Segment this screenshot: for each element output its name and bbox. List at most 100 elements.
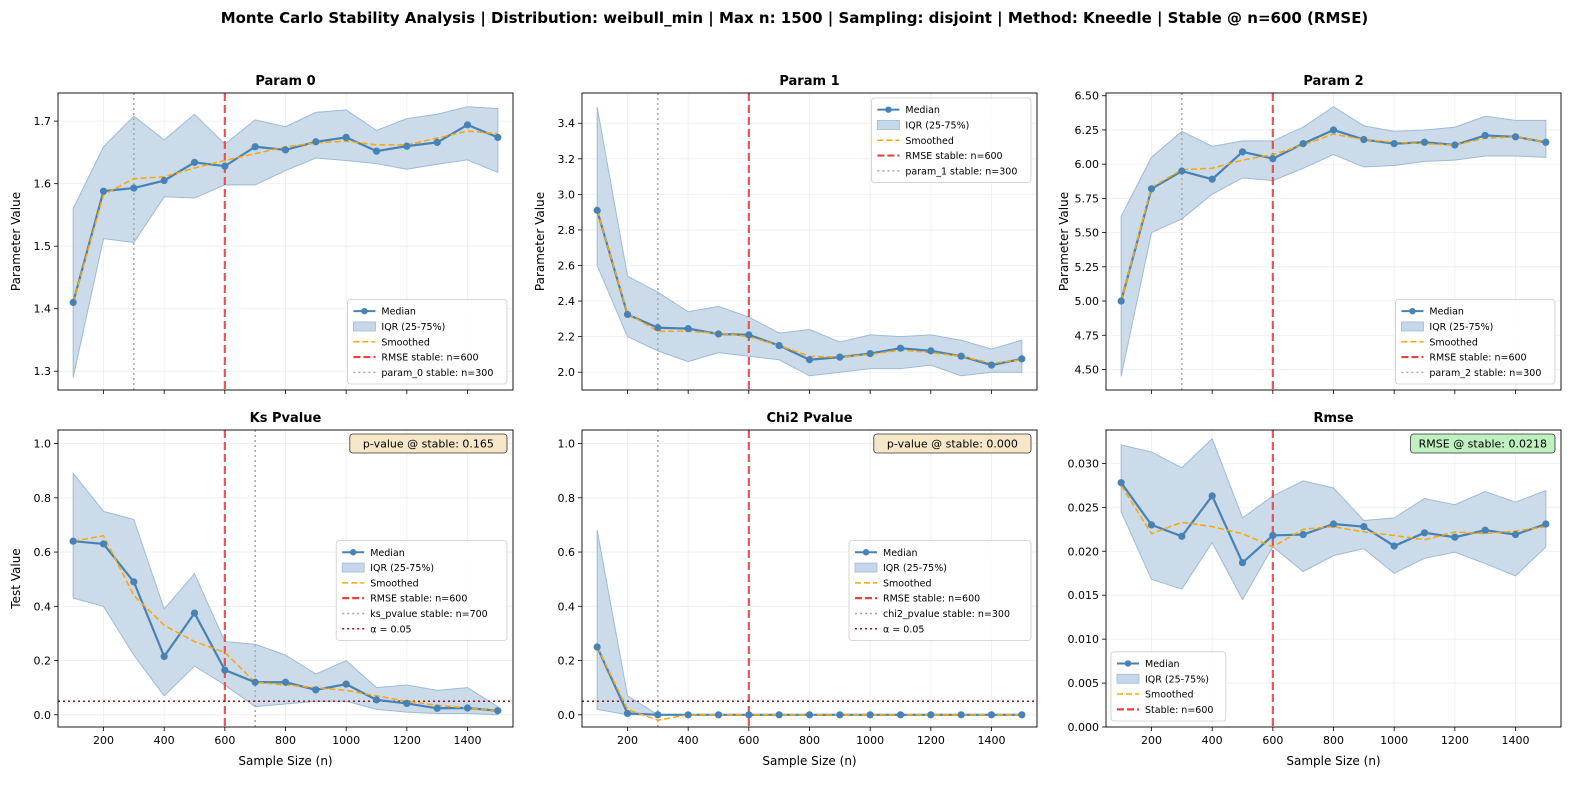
legend-label-median: Median <box>1429 307 1464 318</box>
median-point <box>1238 559 1247 567</box>
legend-label-param-1-stable-n-300: param_1 stable: n=300 <box>905 166 1017 177</box>
median-point <box>372 696 381 704</box>
median-point <box>987 711 996 719</box>
median-point <box>714 711 723 719</box>
y-tick-label: 0.8 <box>558 492 576 505</box>
panel-title: Param 2 <box>1303 74 1363 89</box>
median-point <box>927 711 935 719</box>
median-point <box>1542 520 1550 528</box>
y-axis-label: Parameter Value <box>533 192 547 291</box>
x-tick-label: 800 <box>275 734 296 747</box>
plot-area <box>69 93 502 390</box>
median-point <box>1481 131 1489 140</box>
x-tick-label: 800 <box>799 734 820 747</box>
x-tick-label: 1200 <box>917 734 945 747</box>
median-point <box>745 331 753 339</box>
legend-swatch-iqr <box>877 120 900 130</box>
median-point <box>1269 155 1277 163</box>
y-tick-label: 1.5 <box>34 240 52 253</box>
legend-label-iqr-25-75: IQR (25-75%) <box>883 563 947 574</box>
panel-param-1: 2.0 2.2 2.4 2.6 2.8 3.0 3.2 3.4 Param 1 Parameter… <box>533 74 1038 394</box>
median-point <box>623 709 632 718</box>
median-point <box>342 680 350 688</box>
y-tick-label: 0.0 <box>34 709 52 722</box>
y-tick-label: 1.0 <box>34 438 52 451</box>
plot-area <box>1117 93 1550 390</box>
y-tick-label: 0.025 <box>1068 501 1100 514</box>
median-point <box>1178 532 1186 540</box>
median-point <box>1269 531 1277 540</box>
median-point <box>463 121 472 129</box>
median-point <box>221 162 229 170</box>
legend: Median IQR (25-75%) Smoothed RMSE stable: n… <box>335 540 508 641</box>
median-point <box>1451 141 1459 149</box>
median-point <box>1208 175 1216 183</box>
y-tick-label: 1.0 <box>558 438 576 451</box>
legend-label-0-05: α = 0.05 <box>883 624 924 635</box>
x-tick-label: 200 <box>1141 734 1162 747</box>
annotation-box <box>1410 433 1556 454</box>
legend-box <box>848 540 1032 641</box>
median-point <box>433 138 441 146</box>
panel-param-0: 1.3 1.4 1.5 1.6 1.7 Param 0 Parameter Value Med… <box>9 74 514 394</box>
median-point <box>130 578 138 586</box>
y-tick-label: 6.50 <box>1075 90 1100 103</box>
y-tick-label: 0.020 <box>1068 545 1100 558</box>
median-point <box>312 138 320 146</box>
median-point <box>654 324 662 332</box>
y-tick-label: 0.2 <box>34 655 52 668</box>
x-tick-label: 800 <box>1323 734 1344 747</box>
legend-label-rmse-stable-n-600: RMSE stable: n=600 <box>381 353 478 364</box>
median-point <box>1329 126 1338 134</box>
legend-label-iqr-25-75: IQR (25-75%) <box>905 120 969 131</box>
legend-label-stable-n-600: Stable: n=600 <box>1145 705 1213 716</box>
median-point <box>987 361 996 369</box>
y-tick-label: 4.50 <box>1075 363 1100 376</box>
y-tick-label: 0.4 <box>558 600 576 613</box>
panel-rmse: 200 400 600 800 1000 1200 1400 0.000 0.005 0.010 0… <box>1068 411 1562 768</box>
x-tick-label: 1000 <box>856 734 884 747</box>
median-point <box>372 147 381 155</box>
median-point <box>1018 355 1026 363</box>
median-point <box>957 352 965 360</box>
y-tick-label: 2.0 <box>558 366 576 379</box>
y-tick-label: 5.75 <box>1075 192 1100 205</box>
median-point <box>494 707 502 715</box>
legend-label-median: Median <box>381 307 416 318</box>
y-tick-label: 2.4 <box>558 295 576 308</box>
legend-label-ks-pvalue-stable-n-700: ks_pvalue stable: n=700 <box>370 609 488 620</box>
median-point <box>805 711 814 719</box>
median-point <box>1178 167 1186 175</box>
y-tick-label: 0.015 <box>1068 589 1100 602</box>
legend-label-chi2-pvalue-stable-n-300: chi2_pvalue stable: n=300 <box>883 609 1010 620</box>
median-point <box>1208 492 1216 500</box>
x-tick-label: 400 <box>1202 734 1223 747</box>
y-tick-label: 2.2 <box>558 331 576 344</box>
legend-label-median: Median <box>1145 659 1180 670</box>
legend-label-smoothed: Smoothed <box>1145 690 1194 701</box>
y-tick-label: 0.6 <box>34 546 52 559</box>
median-point <box>1238 148 1247 156</box>
legend-box <box>1110 651 1227 722</box>
x-tick-label: 400 <box>154 734 175 747</box>
panel-title: Ks Pvalue <box>250 411 322 426</box>
legend-swatch-iqr <box>1401 321 1424 332</box>
iqr-band <box>1120 106 1547 377</box>
median-point <box>957 711 965 719</box>
x-axis-label: Sample Size (n) <box>762 754 856 768</box>
y-tick-label: 3.2 <box>558 153 576 166</box>
y-tick-label: 1.6 <box>34 178 52 191</box>
median-point <box>866 711 874 719</box>
panel-title: Param 1 <box>779 74 839 89</box>
annotation-box <box>349 433 508 454</box>
y-tick-label: 0.030 <box>1068 457 1100 470</box>
legend-label-smoothed: Smoothed <box>883 578 932 589</box>
y-tick-label: 6.25 <box>1075 124 1100 137</box>
y-tick-label: 2.6 <box>558 260 576 273</box>
median-point <box>896 344 905 352</box>
panel-ks-pvalue: 200 400 600 800 1000 1200 1400 0.0 0.2 0.4 0.6 0.8 1… <box>9 411 514 768</box>
median-point <box>221 666 229 674</box>
median-point <box>251 678 259 686</box>
legend-label-rmse-stable-n-600: RMSE stable: n=600 <box>370 594 467 605</box>
median-point <box>1390 542 1398 550</box>
